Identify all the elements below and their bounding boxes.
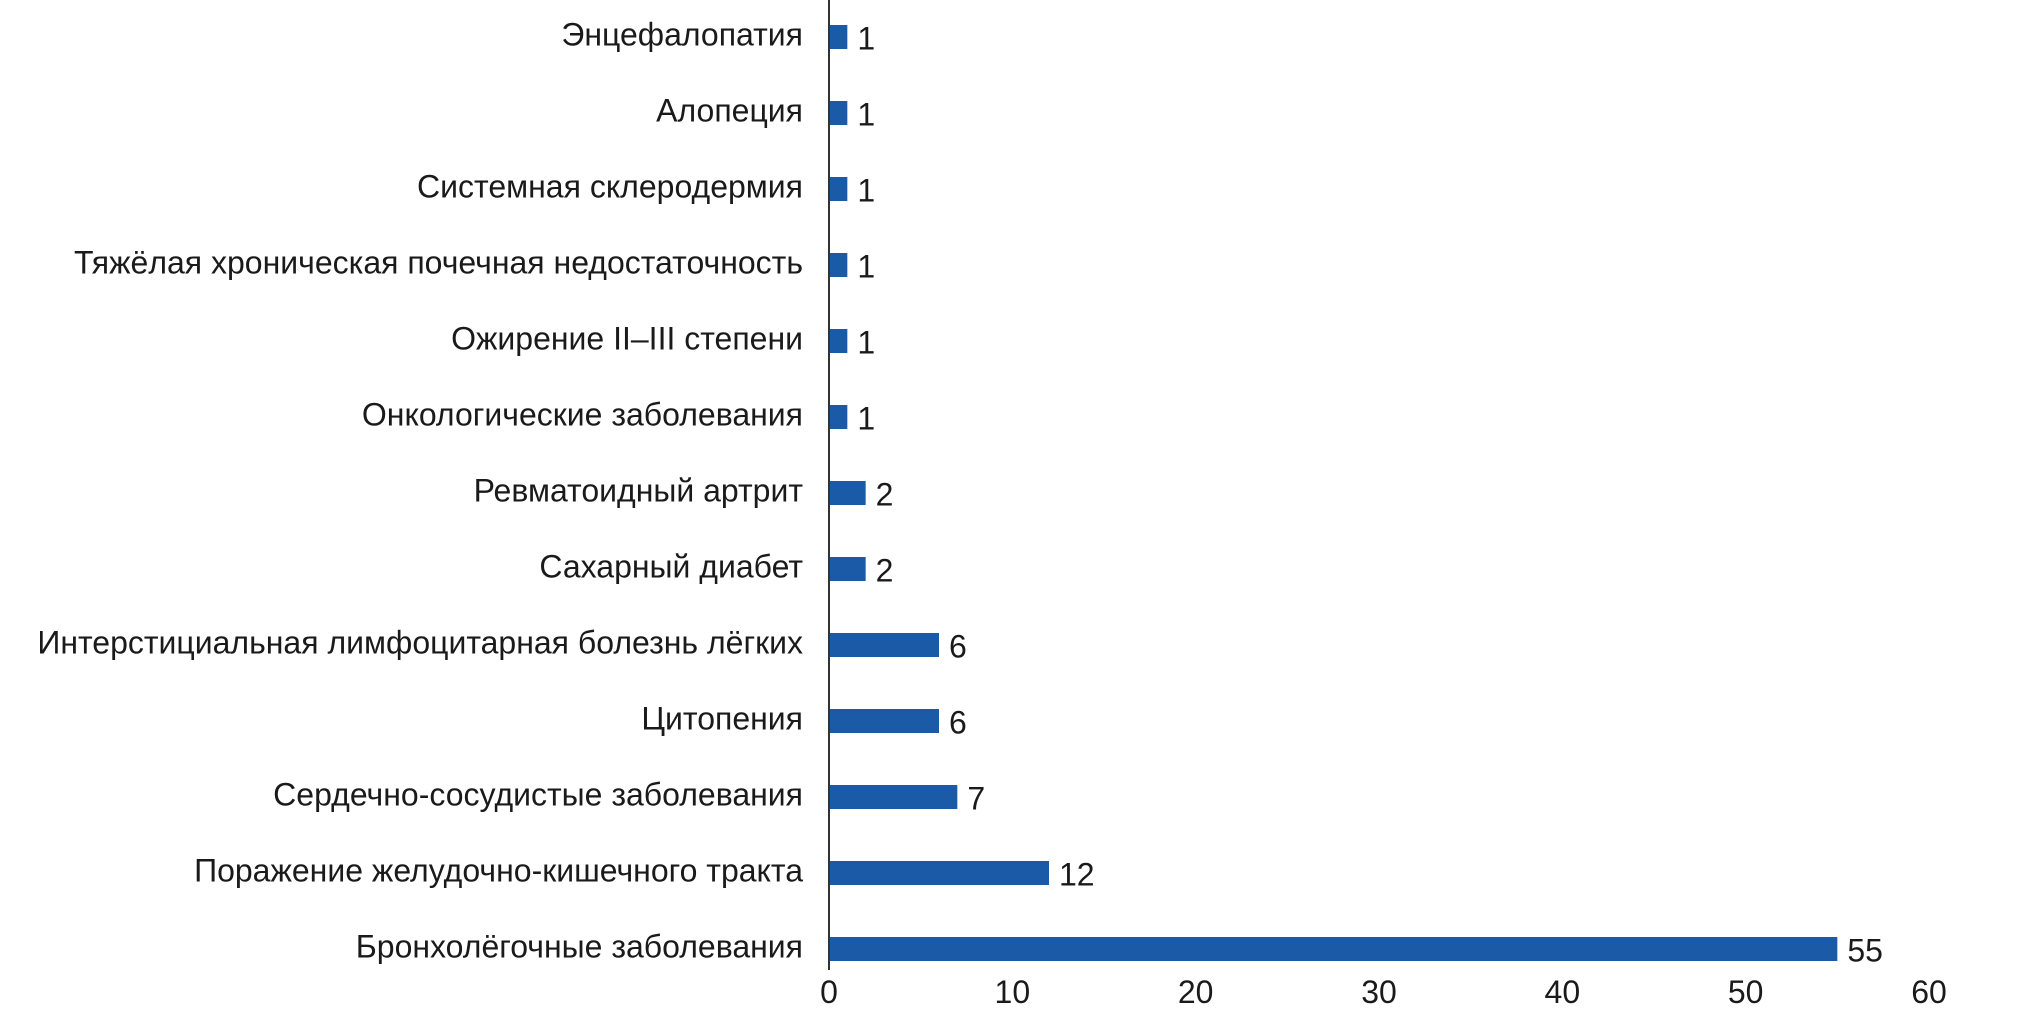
bar xyxy=(829,405,848,429)
data-label: 7 xyxy=(967,780,985,816)
x-tick-label: 40 xyxy=(1545,974,1581,1010)
category-label: Алопеция xyxy=(656,92,803,128)
x-tick-label: 20 xyxy=(1178,974,1214,1010)
category-label: Ожирение II–III степени xyxy=(451,320,803,356)
data-label: 1 xyxy=(857,248,875,284)
x-tick-label: 30 xyxy=(1361,974,1397,1010)
category-label: Тяжёлая хроническая почечная недостаточн… xyxy=(74,244,803,280)
bar xyxy=(829,785,958,809)
data-label: 1 xyxy=(857,96,875,132)
data-label: 12 xyxy=(1059,856,1095,892)
data-label: 2 xyxy=(876,476,894,512)
data-label: 1 xyxy=(857,20,875,56)
category-label: Онкологические заболевания xyxy=(362,396,803,432)
bar xyxy=(829,101,848,125)
bar xyxy=(829,253,848,277)
category-label: Бронхолёгочные заболевания xyxy=(356,928,803,964)
bar xyxy=(829,481,866,505)
x-tick-label: 60 xyxy=(1911,974,1947,1010)
bars xyxy=(829,25,1838,961)
data-label: 1 xyxy=(857,324,875,360)
category-label: Сердечно-сосудистые заболевания xyxy=(273,776,803,812)
bar xyxy=(829,861,1049,885)
bar xyxy=(829,25,848,49)
category-label: Сахарный диабет xyxy=(539,548,803,584)
x-tick-label: 0 xyxy=(820,974,838,1010)
x-tick-label: 10 xyxy=(995,974,1031,1010)
category-label: Цитопения xyxy=(641,700,803,736)
category-label: Ревматоидный артрит xyxy=(474,472,804,508)
x-axis-ticks: 0 10 20 30 40 50 60 xyxy=(820,974,1947,1010)
bar xyxy=(829,557,866,581)
category-labels: Энцефалопатия Алопеция Системная склеродер… xyxy=(37,16,803,964)
bar xyxy=(829,937,1838,961)
bar xyxy=(829,709,939,733)
data-label: 2 xyxy=(876,552,894,588)
category-label: Системная склеродермия xyxy=(417,168,803,204)
data-label: 55 xyxy=(1847,932,1883,968)
data-label: 6 xyxy=(949,704,967,740)
data-label: 1 xyxy=(857,172,875,208)
x-tick-label: 50 xyxy=(1728,974,1764,1010)
bar xyxy=(829,177,848,201)
data-label: 6 xyxy=(949,628,967,664)
bar xyxy=(829,633,939,657)
category-label: Энцефалопатия xyxy=(561,16,803,52)
data-label: 1 xyxy=(857,400,875,436)
category-label: Интерстициальная лимфоцитарная болезнь л… xyxy=(37,624,803,660)
bar xyxy=(829,329,848,353)
category-label: Поражение желудочно-кишечного тракта xyxy=(194,852,803,888)
